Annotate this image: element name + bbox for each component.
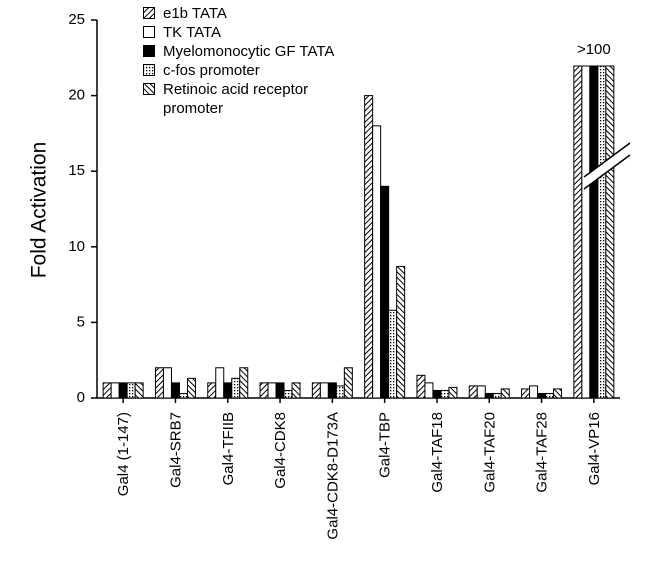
x-tick-label: Gal4-TAF18 [429,412,446,493]
legend-label: Retinoic acid receptor promoter [163,81,309,117]
bar [118,382,128,399]
bar [484,392,494,399]
bar [388,309,398,399]
bar [154,367,164,399]
bar [223,382,233,399]
y-tick-label: 10 [68,238,85,255]
bar [589,65,599,399]
legend-label: TK TATA [163,24,222,41]
bar [134,382,144,399]
bar [291,382,301,399]
legend-swatch-rect [143,45,155,57]
y-axis-label: Fold Activation [28,142,51,279]
legend-label: e1b TATA [163,5,227,22]
bar [537,392,547,399]
bar [186,377,196,399]
legend-swatch [143,7,155,19]
bar [380,185,390,399]
axis-break-line [583,142,631,178]
bar [581,65,591,399]
bar [372,125,382,399]
bar [573,65,583,399]
bar [597,65,607,399]
x-tick-label: Gal4 (1-147) [115,412,132,496]
x-tick-label: Gal4-TAF28 [534,412,551,493]
legend-item: c-fos promoter [143,61,403,80]
legend-swatch-rect [143,64,155,76]
bar [545,392,555,399]
bar [102,382,112,399]
bar [170,382,180,399]
legend-label: Myelomonocytic GF TATA [163,43,335,60]
legend-swatch [143,83,155,95]
bar [396,265,406,399]
bar [448,386,458,399]
bar [162,367,172,399]
bar [283,389,293,399]
x-tick-label: Gal4-TBP [377,412,394,478]
bar [178,392,188,399]
x-tick-label: Gal4-CDK8-D173A [324,412,341,540]
bar [553,388,563,399]
legend: e1b TATA TK TATA Myelomonocytic GF TATA c-f… [143,4,403,118]
legend-swatch-rect [143,83,155,95]
bar [500,388,510,399]
x-tick-label: Gal4-SRB7 [167,412,184,488]
y-tick-label: 0 [77,389,85,406]
y-tick-label: 5 [77,313,85,330]
bar [440,389,450,399]
x-tick-label: Gal4-TAF20 [481,412,498,493]
bar [492,392,502,399]
y-tick-label: 25 [68,11,85,28]
legend-swatch-rect [143,7,155,19]
bar [335,385,345,399]
bar [432,389,442,399]
axis-break-line [583,154,631,190]
y-tick-label: 15 [68,162,85,179]
bar [343,367,353,399]
bar [424,382,434,399]
legend-swatch [143,64,155,76]
y-tick-label: 20 [68,87,85,104]
bar [259,382,269,399]
bar [231,377,241,399]
bar [239,367,249,399]
bar [476,385,486,399]
legend-label: c-fos promoter [163,62,260,79]
bar [215,367,225,399]
x-tick-label: Gal4-CDK8 [272,412,289,489]
legend-swatch-rect [143,26,155,38]
bar [311,382,321,399]
annotation: >100 [577,41,611,58]
bar [275,382,285,399]
bar [110,382,120,399]
bar [605,65,615,399]
legend-swatch [143,26,155,38]
x-tick-label: Gal4-TFIIB [220,412,237,485]
axis-break [584,143,630,189]
legend-item: Myelomonocytic GF TATA [143,42,403,61]
bar [319,382,329,399]
bar [521,388,531,399]
legend-item: TK TATA [143,23,403,42]
legend-item: Retinoic acid receptor promoter [143,80,403,118]
legend-swatch [143,45,155,57]
bar [327,382,337,399]
bar [468,385,478,399]
bar [416,374,426,399]
legend-item: e1b TATA [143,4,403,23]
bar [267,382,277,399]
bar [364,95,374,399]
bar [126,382,136,399]
x-tick-label: Gal4-VP16 [586,412,603,485]
bar [529,385,539,399]
bar [207,382,217,399]
